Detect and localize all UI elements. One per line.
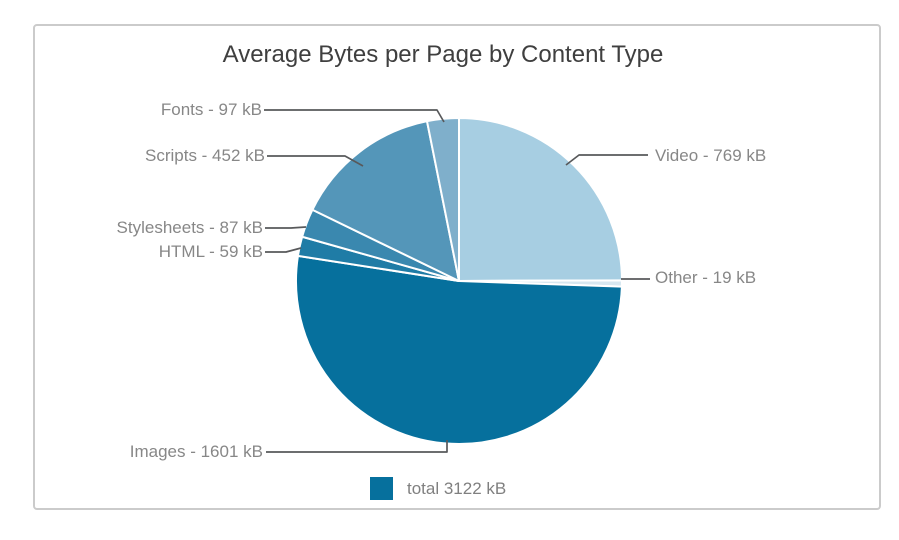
chart-title: Average Bytes per Page by Content Type <box>222 41 664 68</box>
slice-label-images: Images - 1601 kB <box>129 442 263 461</box>
leader-line-html <box>265 247 302 253</box>
leader-line-scripts <box>267 155 364 167</box>
legend-label: total 3122 kB <box>407 479 507 498</box>
leader-line-fonts <box>264 109 445 123</box>
leader-line-stylesheets <box>265 226 307 229</box>
slice-label-scripts: Scripts - 452 kB <box>145 146 265 165</box>
slice-label-fonts: Fonts - 97 kB <box>160 100 262 119</box>
leader-line-video <box>565 154 648 166</box>
pie-slice-images[interactable] <box>295 254 623 445</box>
pie-slice-scripts[interactable] <box>311 120 460 282</box>
slice-label-stylesheets: Stylesheets - 87 kB <box>116 218 263 237</box>
legend: total 3122 kB <box>370 477 506 500</box>
slice-label-video: Video - 769 kB <box>655 146 767 165</box>
pie-slice-video[interactable] <box>458 117 623 282</box>
slice-label-other: Other - 19 kB <box>655 268 757 287</box>
slice-label-html: HTML - 59 kB <box>158 242 263 261</box>
leader-line-images <box>266 440 448 453</box>
legend-swatch <box>370 477 393 500</box>
